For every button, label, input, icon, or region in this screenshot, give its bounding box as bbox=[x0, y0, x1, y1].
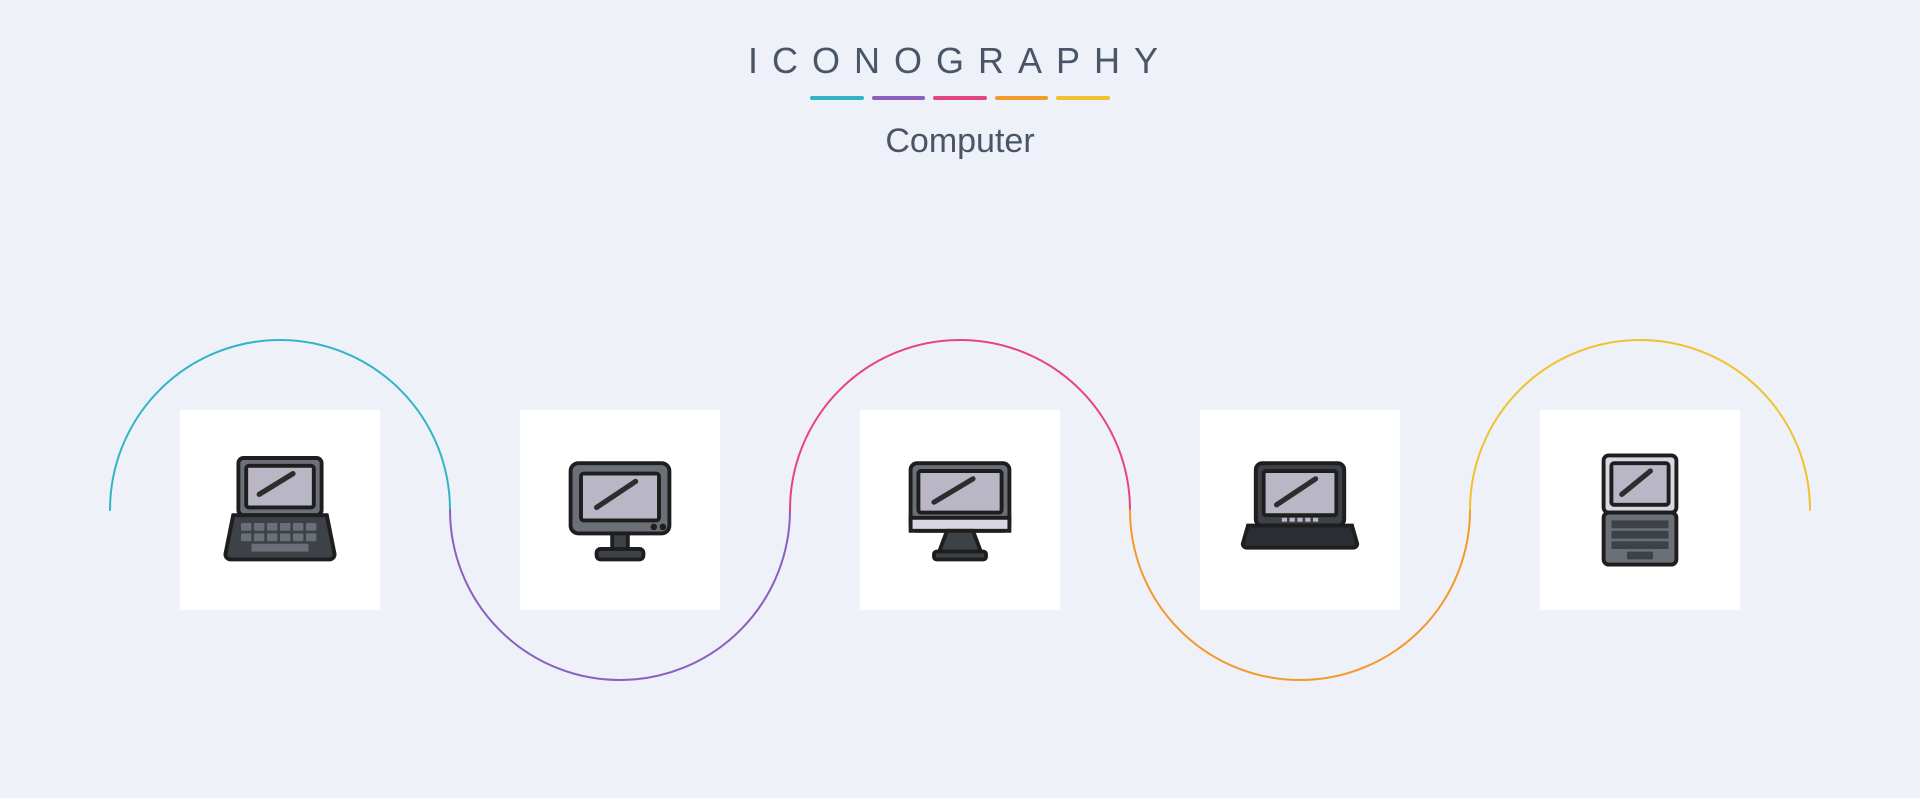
icon-card bbox=[180, 410, 380, 610]
underline-seg-2 bbox=[872, 96, 926, 100]
underline-seg-4 bbox=[995, 96, 1049, 100]
laptop-open-icon bbox=[215, 445, 345, 575]
underline-seg-1 bbox=[810, 96, 864, 100]
underline-seg-3 bbox=[933, 96, 987, 100]
icon-card bbox=[520, 410, 720, 610]
icon-card bbox=[1200, 410, 1400, 610]
laptop-front-icon bbox=[1235, 445, 1365, 575]
icon-card bbox=[860, 410, 1060, 610]
monitor-stand-icon bbox=[555, 445, 685, 575]
brand-title: ICONOGRAPHY bbox=[0, 40, 1920, 82]
laptop-topdown-icon bbox=[1575, 445, 1705, 575]
brand-underline bbox=[810, 96, 1110, 100]
imac-icon bbox=[895, 445, 1025, 575]
header: ICONOGRAPHY Computer bbox=[0, 40, 1920, 161]
category-subtitle: Computer bbox=[0, 122, 1920, 161]
icon-card bbox=[1540, 410, 1740, 610]
underline-seg-5 bbox=[1056, 96, 1110, 100]
